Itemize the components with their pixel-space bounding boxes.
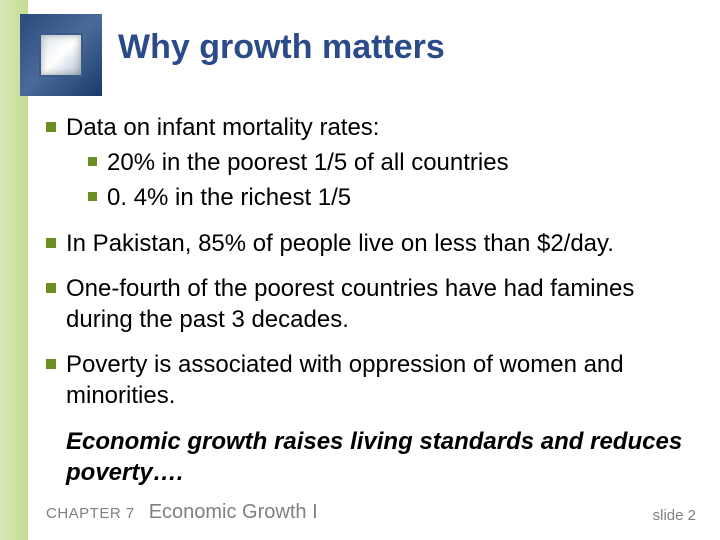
bullet-icon (46, 238, 56, 248)
bullet-text: One-fourth of the poorest countries have… (66, 273, 686, 335)
slide-title: Why growth matters (118, 28, 445, 67)
chapter-title: Economic Growth I (149, 501, 318, 524)
bullet-block-3: Poverty is associated with oppression of… (46, 349, 686, 411)
bullet-icon (46, 122, 56, 132)
bullet-icon (46, 283, 56, 293)
bullet-icon (88, 157, 97, 166)
bullet-block-2: One-fourth of the poorest countries have… (46, 273, 686, 335)
bullet-row: One-fourth of the poorest countries have… (46, 273, 686, 335)
sub-bullet-row: 0. 4% in the richest 1/5 (88, 182, 686, 213)
emphasis-text: Economic growth raises living standards … (66, 426, 686, 488)
bullet-icon (46, 359, 56, 369)
bullet-text: Poverty is associated with oppression of… (66, 349, 686, 411)
bullet-row: Poverty is associated with oppression of… (46, 349, 686, 411)
bullet-row: Data on infant mortality rates: (46, 112, 686, 143)
sub-bullet-text: 20% in the poorest 1/5 of all countries (107, 147, 509, 178)
sub-bullet-row: 20% in the poorest 1/5 of all countries (88, 147, 686, 178)
sub-bullet-text: 0. 4% in the richest 1/5 (107, 182, 351, 213)
bullet-text: Data on infant mortality rates: (66, 112, 379, 143)
slide-logo-inner (39, 33, 83, 77)
bullet-block-1: In Pakistan, 85% of people live on less … (46, 228, 686, 259)
bullet-icon (88, 192, 97, 201)
slide-content: Data on infant mortality rates: 20% in t… (46, 112, 686, 488)
bullet-block-0: Data on infant mortality rates: 20% in t… (46, 112, 686, 214)
chapter-label: CHAPTER 7 (46, 505, 135, 522)
slide-logo (20, 14, 102, 96)
bullet-row: In Pakistan, 85% of people live on less … (46, 228, 686, 259)
bullet-text: In Pakistan, 85% of people live on less … (66, 228, 614, 259)
slide-number: slide 2 (653, 507, 696, 524)
slide-footer: CHAPTER 7 Economic Growth I (46, 501, 686, 524)
